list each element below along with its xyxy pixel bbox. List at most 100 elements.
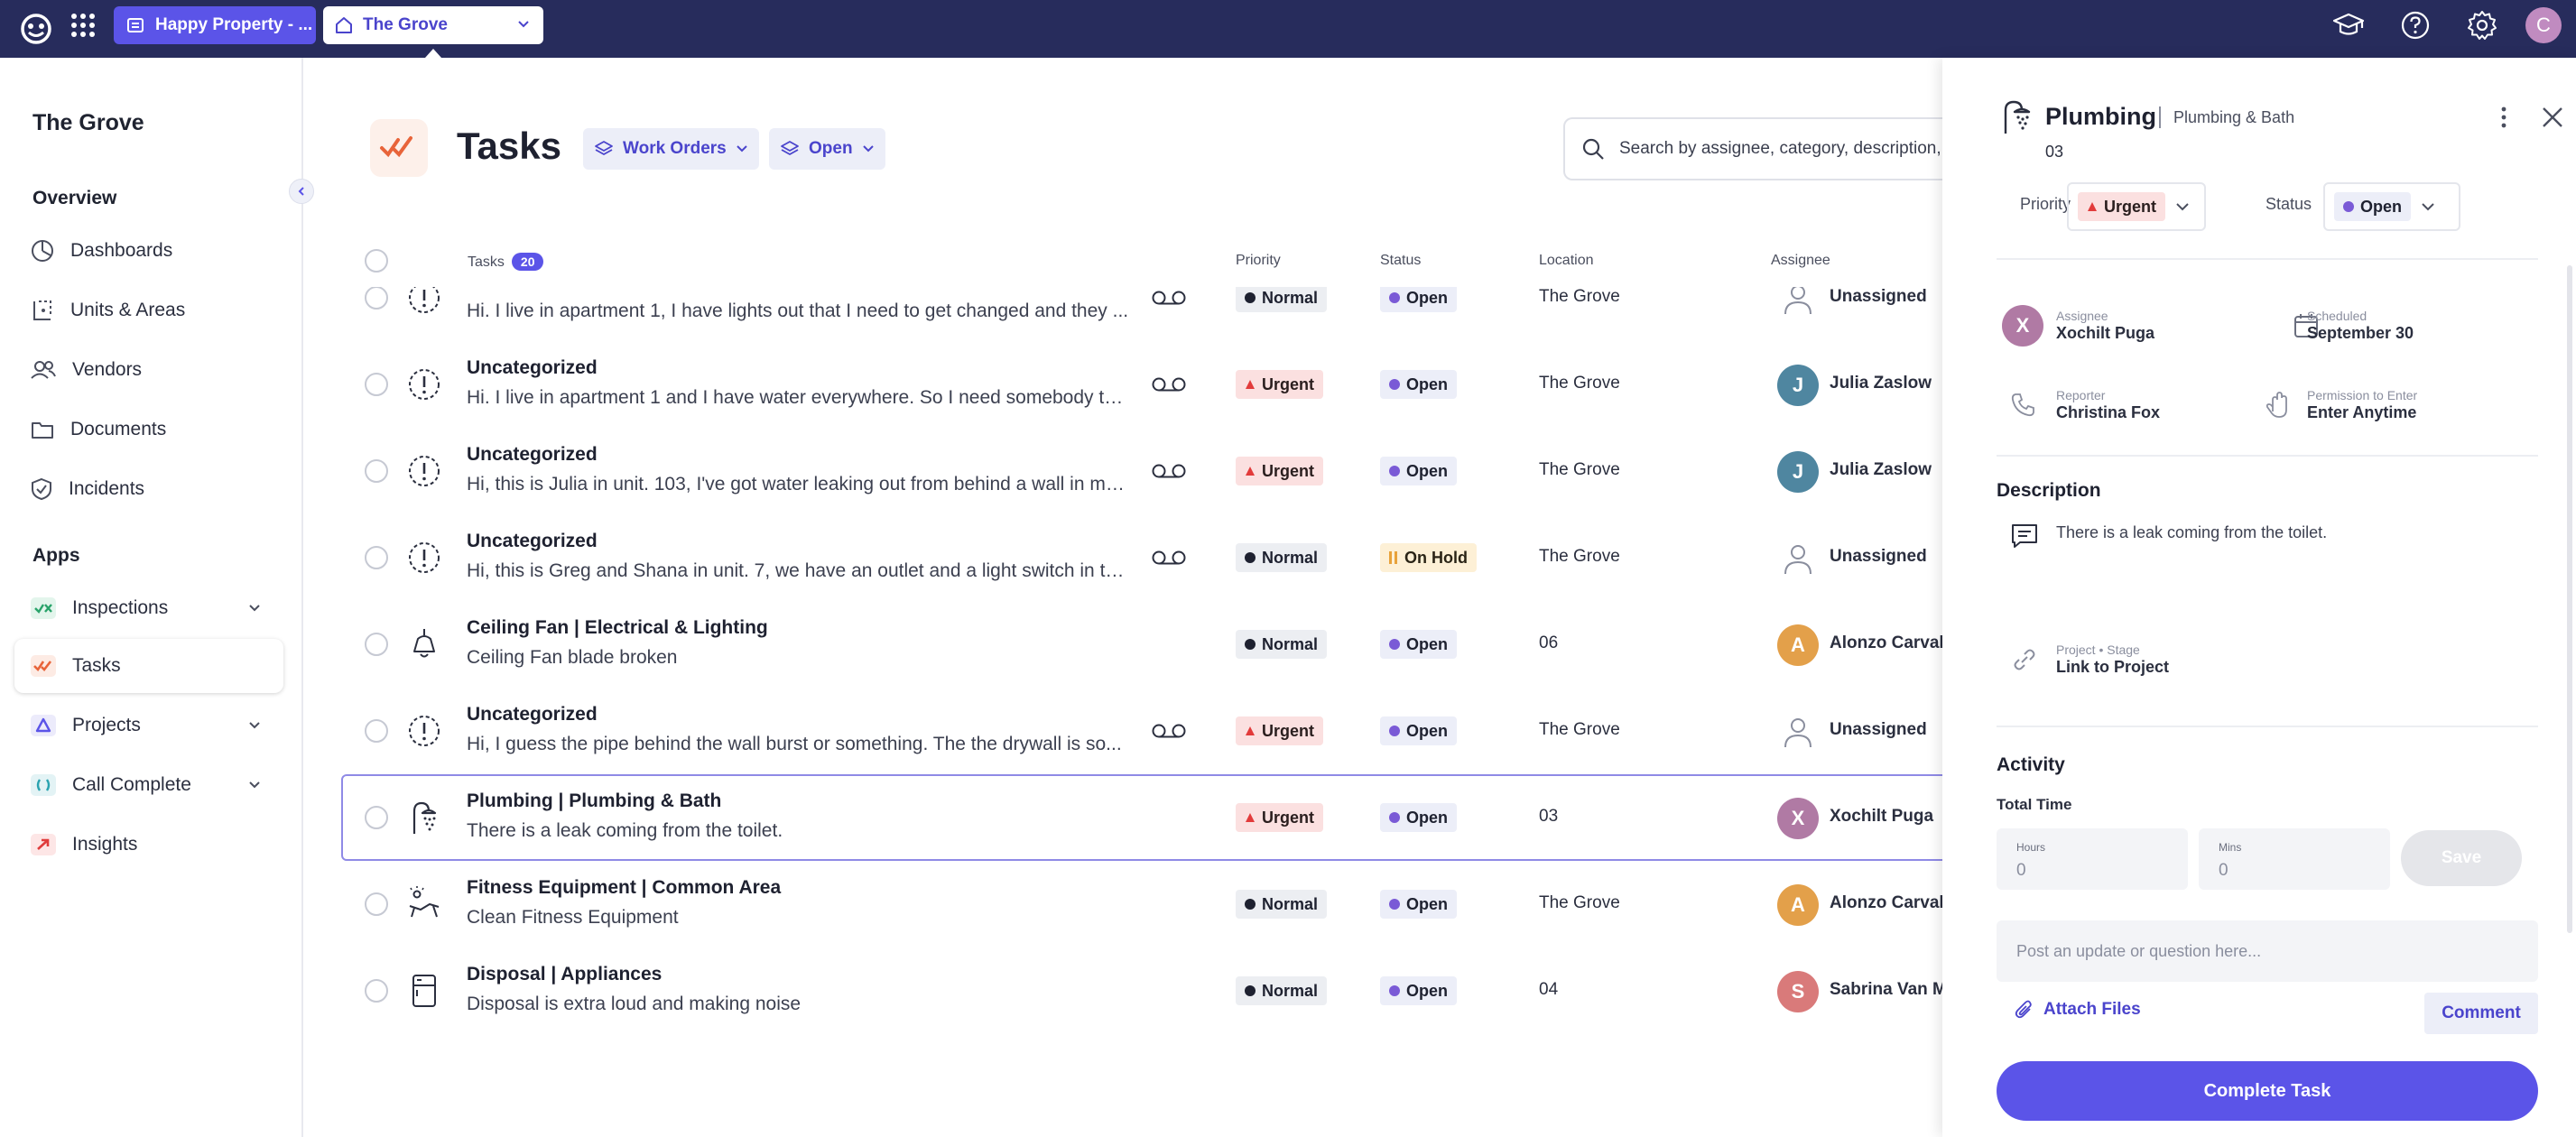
column-header-location[interactable]: Location <box>1539 253 1594 268</box>
post-update-input[interactable]: Post an update or question here... <box>1997 920 2538 982</box>
assignee-name[interactable]: Unassigned <box>1830 287 1927 306</box>
table-row[interactable]: Uncategorized Hi. I live in apartment 1 a… <box>0 341 1942 428</box>
hours-field[interactable]: Hours 0 <box>1997 828 2188 890</box>
voicemail-icon[interactable] <box>1152 375 1186 393</box>
assignee-name[interactable]: Xochilt Puga <box>1830 807 1934 826</box>
gear-icon[interactable] <box>2466 9 2498 42</box>
task-title[interactable]: Disposal | Appliances <box>467 964 663 984</box>
row-checkbox[interactable] <box>365 979 388 1003</box>
task-description[interactable]: Hi. I live in apartment 1 and I have wat… <box>467 387 1129 408</box>
assignee-name[interactable]: Julia Zaslow <box>1830 374 1932 393</box>
priority-dropdown[interactable]: Urgent <box>2067 182 2206 231</box>
task-title[interactable]: Fitness Equipment | Common Area <box>467 877 782 898</box>
app-logo-icon[interactable] <box>20 13 52 45</box>
assignee-name[interactable]: Alonzo Carvall <box>1830 633 1942 652</box>
row-checkbox[interactable] <box>365 806 388 829</box>
task-description[interactable]: Hi. I live in apartment 1, I have lights… <box>467 300 1129 321</box>
assignee-name[interactable]: Sabrina Van M <box>1830 980 1942 999</box>
task-title[interactable]: Ceiling Fan | Electrical & Lighting <box>467 617 768 638</box>
row-checkbox[interactable] <box>365 459 388 483</box>
sidebar-item-inspections[interactable]: Inspections <box>14 581 283 635</box>
sidebar-item-documents[interactable]: Documents <box>14 402 283 457</box>
task-description[interactable]: Hi, I guess the pipe behind the wall bur… <box>467 734 1122 754</box>
more-options-icon[interactable] <box>2493 105 2515 130</box>
sidebar-item-call-complete[interactable]: Call Complete <box>14 758 283 812</box>
uncategorized-icon <box>406 453 442 489</box>
table-row[interactable]: Disposal | Appliances Disposal is extra l… <box>0 948 1942 1034</box>
permission-value[interactable]: Enter Anytime <box>2307 403 2417 421</box>
table-row[interactable]: Hi. I live in apartment 1, I have lights… <box>0 287 1942 341</box>
task-title[interactable]: Uncategorized <box>467 444 598 465</box>
apps-grid-icon[interactable] <box>69 11 97 40</box>
voicemail-icon[interactable] <box>1152 462 1186 480</box>
assignee-value[interactable]: Xochilt Puga <box>2056 324 2155 342</box>
table-row[interactable]: Fitness Equipment | Common Area Clean Fit… <box>0 861 1942 948</box>
chevron-down-icon[interactable] <box>247 601 262 615</box>
table-row[interactable]: Uncategorized Hi, I guess the pipe behind… <box>0 688 1942 774</box>
row-checkbox[interactable] <box>365 892 388 916</box>
select-all-checkbox[interactable] <box>365 249 388 273</box>
sidebar-item-tasks[interactable]: Tasks <box>14 639 283 693</box>
task-title[interactable]: Uncategorized <box>467 357 598 378</box>
task-description[interactable]: Hi, this is Julia in unit. 103, I've got… <box>467 474 1129 495</box>
comment-button[interactable]: Comment <box>2424 993 2538 1034</box>
save-time-button[interactable]: Save <box>2401 830 2522 886</box>
assignee-name[interactable]: Alonzo Carvall <box>1830 893 1942 912</box>
complete-task-button[interactable]: Complete Task <box>1997 1061 2538 1121</box>
task-title[interactable]: Plumbing | Plumbing & Bath <box>467 790 722 811</box>
sidebar-item-incidents[interactable]: Incidents <box>14 462 283 516</box>
voicemail-icon[interactable] <box>1152 722 1186 740</box>
sidebar-item-insights[interactable]: Insights <box>14 818 283 872</box>
column-header-tasks[interactable]: Tasks 20 <box>468 253 544 271</box>
chevron-down-icon[interactable] <box>247 718 262 733</box>
work-orders-filter[interactable]: Work Orders <box>583 128 759 170</box>
description-text[interactable]: There is a leak coming from the toilet. <box>2056 523 2328 541</box>
graduation-cap-icon[interactable] <box>2332 9 2365 42</box>
task-title[interactable]: Uncategorized <box>467 531 598 551</box>
task-description[interactable]: Ceiling Fan blade broken <box>467 647 678 668</box>
search-input[interactable]: Search by assignee, category, descriptio… <box>1563 117 1942 180</box>
scheduled-value[interactable]: September 30 <box>2307 324 2414 342</box>
task-title[interactable]: Uncategorized <box>467 704 598 725</box>
sidebar-item-projects[interactable]: Projects <box>14 698 283 753</box>
assignee-name[interactable]: Unassigned <box>1830 720 1927 739</box>
voicemail-icon[interactable] <box>1152 549 1186 567</box>
location-selector-button[interactable]: The Grove <box>323 6 543 44</box>
task-description[interactable]: Clean Fitness Equipment <box>467 907 679 928</box>
sidebar-item-vendors[interactable]: Vendors <box>14 343 283 397</box>
user-avatar[interactable]: C <box>2525 7 2562 43</box>
sidebar-collapse-button[interactable] <box>289 179 314 204</box>
sidebar-item-units-areas[interactable]: Units & Areas <box>14 283 283 337</box>
help-icon[interactable] <box>2399 9 2432 42</box>
chevron-down-icon[interactable] <box>247 778 262 792</box>
assignee-name[interactable]: Julia Zaslow <box>1830 460 1932 479</box>
attach-files-button[interactable]: Attach Files <box>2015 1000 2141 1020</box>
assignee-avatar[interactable]: X <box>2002 305 2043 347</box>
column-header-status[interactable]: Status <box>1380 253 1422 268</box>
row-checkbox[interactable] <box>365 719 388 743</box>
property-selector-button[interactable]: Happy Property - ... <box>114 6 316 44</box>
task-description[interactable]: Hi, this is Greg and Shana in unit. 7, w… <box>467 560 1129 581</box>
table-row[interactable]: Plumbing | Plumbing & Bath There is a lea… <box>0 774 1942 861</box>
link-to-project-button[interactable]: Link to Project <box>2056 658 2170 676</box>
row-checkbox[interactable] <box>365 633 388 656</box>
column-header-priority[interactable]: Priority <box>1236 253 1281 268</box>
table-row[interactable]: Ceiling Fan | Electrical & Lighting Ceili… <box>0 601 1942 688</box>
voicemail-icon[interactable] <box>1152 289 1186 307</box>
task-description[interactable]: Disposal is extra loud and making noise <box>467 994 802 1014</box>
panel-scrollbar[interactable] <box>2567 265 2572 933</box>
status-dropdown[interactable]: Open <box>2323 182 2460 231</box>
task-description[interactable]: There is a leak coming from the toilet. <box>467 820 783 841</box>
sidebar-item-dashboards[interactable]: Dashboards <box>14 224 283 278</box>
mins-field[interactable]: Mins 0 <box>2199 828 2390 890</box>
close-icon[interactable] <box>2540 105 2565 130</box>
row-checkbox[interactable] <box>365 287 388 310</box>
shower-icon <box>2004 100 2031 134</box>
assignee-name[interactable]: Unassigned <box>1830 547 1927 566</box>
row-checkbox[interactable] <box>365 373 388 396</box>
table-row[interactable]: Uncategorized Hi, this is Julia in unit. … <box>0 428 1942 514</box>
column-header-assignee[interactable]: Assignee <box>1771 253 1830 268</box>
table-row[interactable]: Uncategorized Hi, this is Greg and Shana … <box>0 514 1942 601</box>
row-checkbox[interactable] <box>365 546 388 569</box>
status-filter[interactable]: Open <box>769 128 885 170</box>
